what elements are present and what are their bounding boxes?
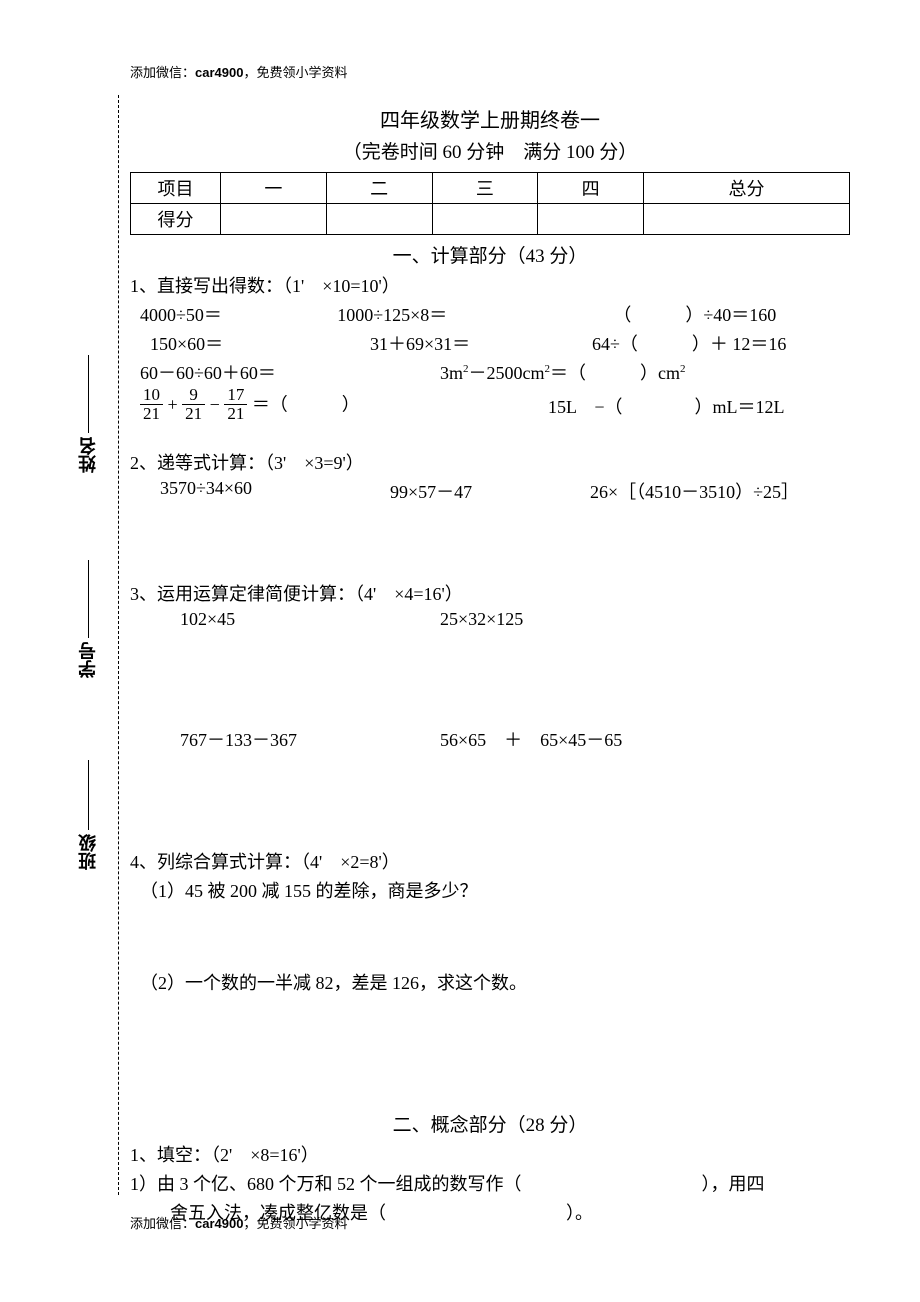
q3-row2: 767－133－367 56×65 ＋ 65×45－65 [130,726,850,752]
table-cell: 一 [221,173,327,204]
dashed-fold-line [118,95,119,1195]
eq: 1000÷125×8＝ [337,301,613,327]
table-row: 项目 一 二 三 四 总分 [131,173,850,204]
header-note-bold: car4900 [195,65,243,80]
q4-p2: （2）一个数的一半减 82，差是 126，求这个数。 [130,969,850,995]
section-1-heading: 一、计算部分（43 分） [130,241,850,268]
eq: 60－60÷60＋60＝ [140,359,440,385]
table-cell [432,204,538,235]
vertical-labels: 班级 [70,760,106,884]
q2-row: 3570÷34×60 99×57－47 26×［（4510－3510）÷25］ [130,478,850,504]
table-cell: 二 [326,173,432,204]
q1-row1: 4000÷50＝ 1000÷125×8＝ （ ）÷40＝160 [130,301,850,327]
q3-heading: 3、运用运算定律简便计算：（4' ×4=16'） [130,580,850,606]
eq: 1021 + 921 − 1721 ＝（ ） [140,388,440,425]
fraction: 1021 [140,386,163,423]
eq: 64÷（ ）＋ 12＝16 [592,330,832,356]
eq: 26×［（4510－3510）÷25］ [590,478,799,504]
score-table: 项目 一 二 三 四 总分 得分 [130,172,850,235]
content: 四年级数学上册期终卷一 （完卷时间 60 分钟 满分 100 分） 项目 一 二… [130,102,850,1228]
table-cell: 总分 [644,173,850,204]
eq: 4000÷50＝ [140,301,337,327]
header-note-prefix: 添加微信： [130,65,195,80]
q1-row4: 1021 + 921 − 1721 ＝（ ） 15L −（ ）mL＝12L [130,388,850,425]
eq: 56×65 ＋ 65×45－65 [430,726,622,752]
table-row: 得分 [131,204,850,235]
table-cell: 得分 [131,204,221,235]
vlabel-name: 姓名 [75,437,101,473]
op-plus: + [168,394,183,414]
header-note: 添加微信：car4900，免费领小学资料 [130,62,347,81]
vertical-labels-2: 学号 [70,560,106,692]
q4-p1: （1）45 被 200 减 155 的差除，商是多少？ [130,877,850,903]
eq: （ ）÷40＝160 [613,301,850,327]
eq: 99×57－47 [390,478,590,504]
table-cell [326,204,432,235]
table-cell [644,204,850,235]
eq: 102×45 [130,609,430,630]
fraction: 921 [182,386,205,423]
eq: 31＋69×31＝ [340,330,592,356]
op-minus: − [210,394,225,414]
table-cell [538,204,644,235]
eq-tail: ＝（ ） [252,394,360,414]
eq: 3570÷34×60 [160,478,390,504]
sup-2: 2 [680,363,686,375]
q21-line1a: 1）由 3 个亿、680 个万和 52 个一组成的数写作（ ），用四 [130,1170,850,1196]
q4-heading: 4、列综合算式计算：（4' ×2=8'） [130,848,850,874]
q2-heading: 2、递等式计算：（3' ×3=9'） [130,449,850,475]
section-2-heading: 二、概念部分（28 分） [130,1110,850,1137]
eq: 25×32×125 [430,609,523,630]
q1-row3: 60－60÷60＋60＝ 3m2－2500cm2＝（ ）cm2 [130,359,850,385]
vlabel-id: 学号 [75,642,101,678]
vertical-labels-3: 姓名 [70,355,106,487]
q21-heading: 1、填空：（2' ×8=16'） [130,1141,850,1167]
table-cell: 项目 [131,173,221,204]
vlabel-class: 班级 [75,834,101,870]
eq-part: ＝（ ）cm [550,363,680,383]
eq: 15L −（ ）mL＝12L [440,393,784,419]
q1-row2: 150×60＝ 31＋69×31＝ 64÷（ ）＋ 12＝16 [130,330,850,356]
table-cell [221,204,327,235]
q1-heading: 1、直接写出得数：（1' ×10=10'） [130,272,850,298]
eq: 767－133－367 [130,726,430,752]
eq-part: 3m [440,363,463,383]
page-title: 四年级数学上册期终卷一 [130,104,850,133]
table-cell: 三 [432,173,538,204]
fraction: 1721 [224,386,247,423]
table-cell: 四 [538,173,644,204]
header-note-suffix: ，免费领小学资料 [243,65,347,80]
q21-line1b: 舍五入法，凑成整亿数是（ ）。 [130,1199,850,1225]
eq-part: －2500cm [469,363,545,383]
q3-row1: 102×45 25×32×125 [130,609,850,630]
eq: 3m2－2500cm2＝（ ）cm2 [440,359,686,385]
page-subtitle: （完卷时间 60 分钟 满分 100 分） [130,137,850,164]
eq: 150×60＝ [140,330,340,356]
